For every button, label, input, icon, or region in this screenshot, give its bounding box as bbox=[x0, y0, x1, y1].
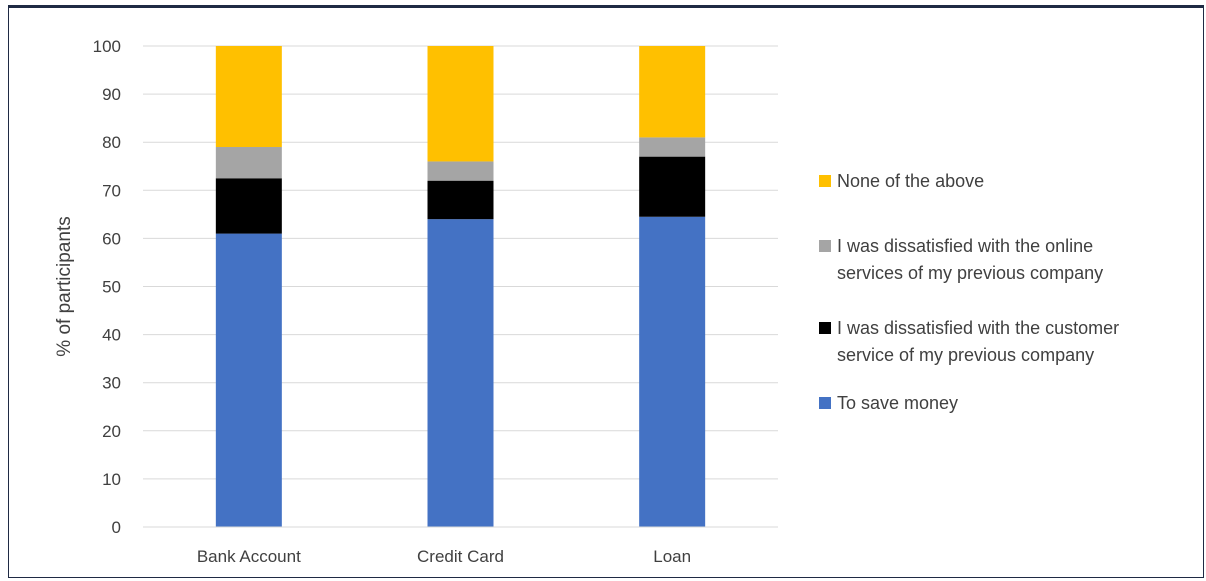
y-tick-label: 80 bbox=[102, 133, 121, 152]
x-tick-label: Bank Account bbox=[197, 547, 301, 566]
y-tick-label: 0 bbox=[112, 518, 121, 537]
legend: None of the above I was dissatisfied with… bbox=[819, 171, 1119, 413]
y-tick-label: 90 bbox=[102, 85, 121, 104]
y-tick-label: 70 bbox=[102, 181, 121, 200]
bar-credit-card-series-0 bbox=[427, 219, 494, 527]
y-tick-label: 50 bbox=[102, 278, 121, 297]
legend-swatch bbox=[819, 322, 831, 334]
legend-item: I was dissatisfied with the customer serv… bbox=[819, 318, 1119, 365]
bar-loan-series-0 bbox=[639, 216, 706, 527]
legend-swatch bbox=[819, 240, 831, 252]
x-axis-ticks: Bank Account Credit Card Loan bbox=[197, 547, 691, 566]
x-tick-label: Credit Card bbox=[417, 547, 504, 566]
legend-label: service of my previous company bbox=[837, 345, 1094, 365]
bar-loan-series-2 bbox=[639, 137, 706, 157]
legend-item: To save money bbox=[819, 393, 958, 413]
legend-label: I was dissatisfied with the customer bbox=[837, 318, 1119, 338]
y-tick-label: 30 bbox=[102, 374, 121, 393]
y-tick-label: 20 bbox=[102, 422, 121, 441]
legend-item: I was dissatisfied with the online servic… bbox=[819, 236, 1103, 283]
y-axis-title: % of participants bbox=[54, 216, 75, 356]
legend-label: To save money bbox=[837, 393, 958, 413]
chart-frame bbox=[8, 5, 1204, 578]
bar-credit-card-series-3 bbox=[427, 46, 494, 162]
y-tick-label: 10 bbox=[102, 470, 121, 489]
bars bbox=[215, 46, 706, 527]
bar-bank-account-series-3 bbox=[215, 46, 282, 148]
bar-credit-card-series-1 bbox=[427, 180, 494, 220]
legend-item: None of the above bbox=[819, 171, 984, 191]
y-axis-ticks: 0 10 20 30 40 50 60 70 80 90 100 bbox=[93, 37, 121, 537]
y-tick-label: 100 bbox=[93, 37, 121, 56]
bar-bank-account-series-1 bbox=[215, 178, 282, 234]
x-tick-label: Loan bbox=[653, 547, 691, 566]
legend-swatch bbox=[819, 397, 831, 409]
bar-loan-series-1 bbox=[639, 156, 706, 217]
bar-loan-series-3 bbox=[639, 46, 706, 138]
y-tick-label: 40 bbox=[102, 326, 121, 345]
y-tick-label: 60 bbox=[102, 229, 121, 248]
legend-label: services of my previous company bbox=[837, 263, 1103, 283]
bar-bank-account-series-0 bbox=[215, 233, 282, 527]
legend-label: None of the above bbox=[837, 171, 984, 191]
legend-label: I was dissatisfied with the online bbox=[837, 236, 1093, 256]
bar-bank-account-series-2 bbox=[215, 147, 282, 179]
bar-credit-card-series-2 bbox=[427, 161, 494, 181]
legend-swatch bbox=[819, 175, 831, 187]
